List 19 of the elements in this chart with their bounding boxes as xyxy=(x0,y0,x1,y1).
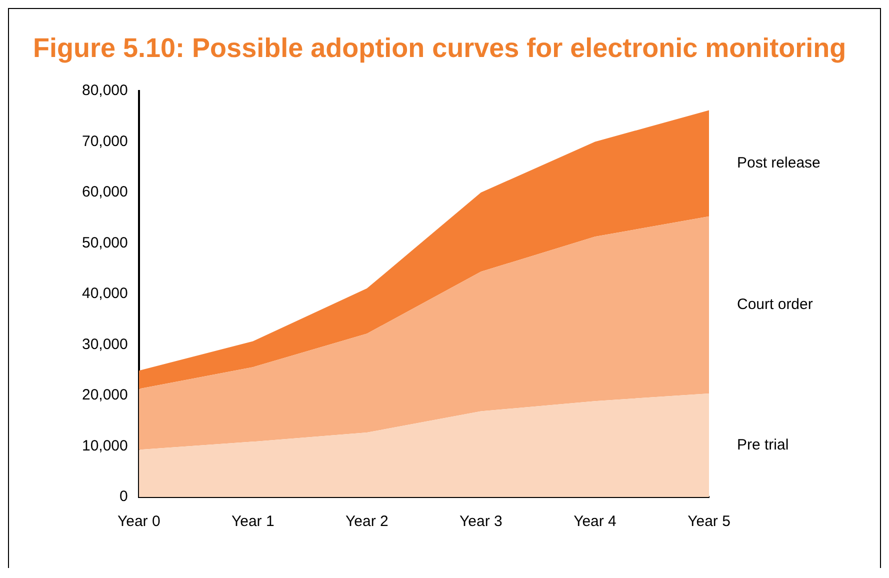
x-tick-label: Year 2 xyxy=(346,513,388,530)
y-tick-label: 80,000 xyxy=(82,82,128,100)
series-label: Court order xyxy=(737,296,813,314)
x-tick-label: Year 3 xyxy=(460,513,502,530)
x-tick-label: Year 4 xyxy=(574,513,616,530)
y-tick-label: 50,000 xyxy=(82,234,128,252)
y-tick-label: 30,000 xyxy=(82,336,128,353)
series-label: Pre trial xyxy=(737,436,789,454)
y-tick-label: 10,000 xyxy=(82,437,128,454)
chart-title: Figure 5.10: Possible adoption curves for electronic monitoring xyxy=(32,32,848,65)
x-tick-label: Year 5 xyxy=(688,513,730,530)
y-tick-label: 40,000 xyxy=(82,285,128,302)
y-tick-label: 0 xyxy=(120,488,128,506)
y-tick-label: 60,000 xyxy=(82,184,128,201)
y-tick-label: 20,000 xyxy=(82,386,128,404)
x-tick-label: Year 1 xyxy=(231,513,274,530)
y-tick-label: 70,000 xyxy=(82,132,128,150)
series-label: Post release xyxy=(737,154,820,172)
x-tick-label: Year 0 xyxy=(117,513,160,530)
